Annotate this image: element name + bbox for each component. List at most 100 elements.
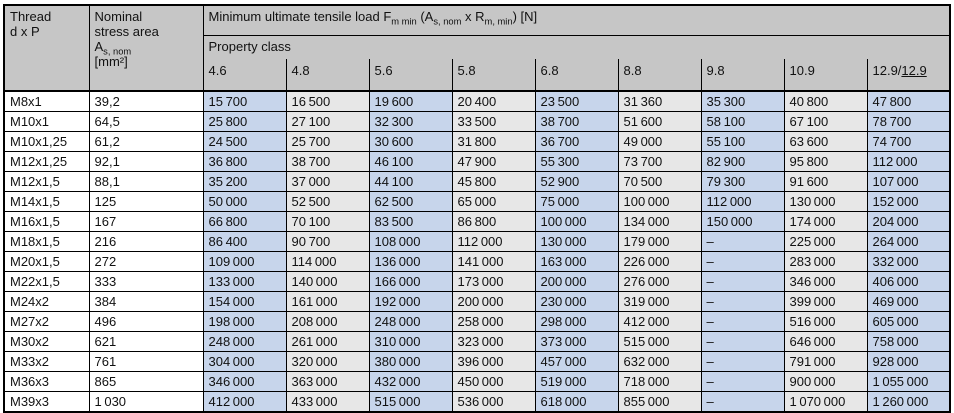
table-row: M27x2 496 198 000 208 000 248 000 258 000 298 …	[3, 311, 951, 332]
load-cell: –	[700, 331, 785, 352]
load-cell: 73 700	[617, 151, 702, 172]
table-row: M8x1 39,2 15 700 16 500 19 600 20 400 23 500 31…	[3, 90, 951, 112]
area-cell: 496	[88, 311, 204, 332]
header-area-line3: As, nom	[94, 39, 132, 57]
load-cell: 35 200	[202, 171, 287, 192]
load-cell: 30 600	[368, 131, 453, 152]
thread-cell: M33x2	[3, 351, 90, 372]
load-cell: 200 000	[534, 271, 619, 292]
area-cell: 64,5	[88, 111, 204, 132]
thread-cell: M10x1	[3, 111, 90, 132]
table-row: M12x1,25 92,1 36 800 38 700 46 100 47 900 55 3…	[3, 151, 951, 172]
load-cell: 469 000	[866, 291, 951, 312]
area-cell: 88,1	[88, 171, 204, 192]
load-cell: 133 000	[202, 271, 287, 292]
load-cell: 380 000	[368, 351, 453, 372]
thread-cell: M8x1	[3, 90, 90, 112]
load-cell: 332 000	[866, 251, 951, 272]
load-cell: 516 000	[783, 311, 868, 332]
load-cell: 51 600	[617, 111, 702, 132]
load-cell: 204 000	[866, 211, 951, 232]
load-cell: 109 000	[202, 251, 287, 272]
table-row: M12x1,5 88,1 35 200 37 000 44 100 45 800 52 90…	[3, 171, 951, 192]
load-cell: 319 000	[617, 291, 702, 312]
table-row: M33x2 761 304 000 320 000 380 000 396 000 457 …	[3, 351, 951, 372]
load-cell: 36 700	[534, 131, 619, 152]
load-cell: 52 900	[534, 171, 619, 192]
load-cell: 276 000	[617, 271, 702, 292]
load-cell: 605 000	[866, 311, 951, 332]
area-cell: 272	[88, 251, 204, 272]
load-cell: 406 000	[866, 271, 951, 292]
load-cell: 163 000	[534, 251, 619, 272]
load-cell: 49 000	[617, 131, 702, 152]
load-cell: 25 700	[285, 131, 370, 152]
load-cell: 86 400	[202, 231, 287, 252]
thread-cell: M27x2	[3, 311, 90, 332]
table-row: M18x1,5 216 86 400 90 700 108 000 112 000 130 …	[3, 231, 951, 252]
load-cell: 310 000	[368, 331, 453, 352]
load-cell: 40 800	[783, 90, 868, 112]
load-cell: 50 000	[202, 191, 287, 212]
load-cell: 62 500	[368, 191, 453, 212]
load-cell: 100 000	[617, 191, 702, 212]
table-row: M10x1 64,5 25 800 27 100 32 300 33 500 38 700 5…	[3, 111, 951, 132]
area-cell: 865	[88, 371, 204, 392]
load-cell: 152 000	[866, 191, 951, 212]
thread-cell: M12x1,25	[3, 151, 90, 172]
header-area-line4: [mm²]	[94, 54, 128, 69]
load-cell: 136 000	[368, 251, 453, 272]
load-cell: 198 000	[202, 311, 287, 332]
area-cell: 39,2	[88, 90, 204, 112]
load-cell: 141 000	[451, 251, 536, 272]
thread-cell: M10x1,25	[3, 131, 90, 152]
class-header-9-8: 9.8	[700, 59, 785, 92]
load-cell: 174 000	[783, 211, 868, 232]
load-cell: 346 000	[202, 371, 287, 392]
load-cell: 130 000	[783, 191, 868, 212]
load-cell: 323 000	[451, 331, 536, 352]
load-cell: 396 000	[451, 351, 536, 372]
load-cell: 140 000	[285, 271, 370, 292]
load-cell: 38 700	[285, 151, 370, 172]
header-thread-line2: d x P	[10, 24, 40, 39]
load-cell: –	[700, 311, 785, 332]
load-cell: 83 500	[368, 211, 453, 232]
area-cell: 216	[88, 231, 204, 252]
table-row: M20x1,5 272 109 000 114 000 136 000 141 000 16…	[3, 251, 951, 272]
load-cell: 320 000	[285, 351, 370, 372]
area-cell: 92,1	[88, 151, 204, 172]
class-header-10-9: 10.9	[783, 59, 868, 92]
load-cell: 70 500	[617, 171, 702, 192]
load-cell: 78 700	[866, 111, 951, 132]
header-thread-line1: Thread	[10, 9, 52, 24]
load-cell: 90 700	[285, 231, 370, 252]
load-cell: 112 000	[451, 231, 536, 252]
thread-cell: M22x1,5	[3, 271, 90, 292]
table-row: M30x2 621 248 000 261 000 310 000 323 000 373 …	[3, 331, 951, 352]
load-cell: 154 000	[202, 291, 287, 312]
thread-cell: M20x1,5	[3, 251, 90, 272]
load-cell: 304 000	[202, 351, 287, 372]
load-cell: 47 800	[866, 90, 951, 112]
load-cell: 928 000	[866, 351, 951, 372]
load-cell: 20 400	[451, 90, 536, 112]
load-cell: 373 000	[534, 331, 619, 352]
load-cell: 432 000	[368, 371, 453, 392]
table-row: M16x1,5 167 66 800 70 100 83 500 86 800 100 00…	[3, 211, 951, 232]
load-cell: –	[700, 231, 785, 252]
load-cell: 134 000	[617, 211, 702, 232]
load-cell: 900 000	[783, 371, 868, 392]
load-cell: 450 000	[451, 371, 536, 392]
load-cell: 79 300	[700, 171, 785, 192]
table-row: M36x3 865 346 000 363 000 432 000 450 000 519 …	[3, 371, 951, 392]
load-cell: 75 000	[534, 191, 619, 212]
class-header-6-8: 6.8	[534, 59, 619, 92]
load-cell: 515 000	[617, 331, 702, 352]
class-header-4-8: 4.8	[285, 59, 370, 92]
header-property-class: Property class	[202, 35, 951, 59]
thread-cell: M18x1,5	[3, 231, 90, 252]
load-cell: 112 000	[700, 191, 785, 212]
area-cell: 384	[88, 291, 204, 312]
load-cell: 646 000	[783, 331, 868, 352]
